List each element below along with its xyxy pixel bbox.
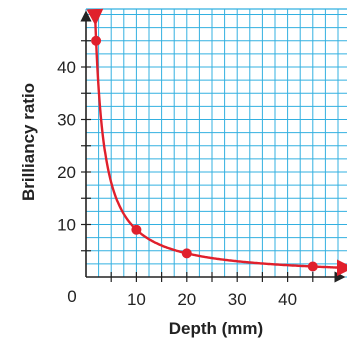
x-axis-title: Depth (mm) [169,319,263,338]
data-point [131,224,142,235]
x-tick-label: 20 [177,290,196,309]
x-tick-label: 40 [278,290,297,309]
y-tick-label: 10 [57,216,76,235]
y-tick-label: 20 [57,163,76,182]
axes [80,10,346,283]
data-point [307,261,318,272]
tick-labels: 10 20 30 40 10 20 30 40 [57,58,297,309]
y-axis-title: Brilliancy ratio [19,83,38,201]
y-tick-label: 40 [57,58,76,77]
origin-label: 0 [67,287,76,306]
ticks [81,40,314,282]
data-point [181,248,192,259]
grid [85,8,347,278]
x-tick-label: 30 [228,290,247,309]
data-point [91,35,102,46]
data-points [91,35,318,272]
y-tick-label: 30 [57,111,76,130]
x-tick-label: 10 [127,290,146,309]
